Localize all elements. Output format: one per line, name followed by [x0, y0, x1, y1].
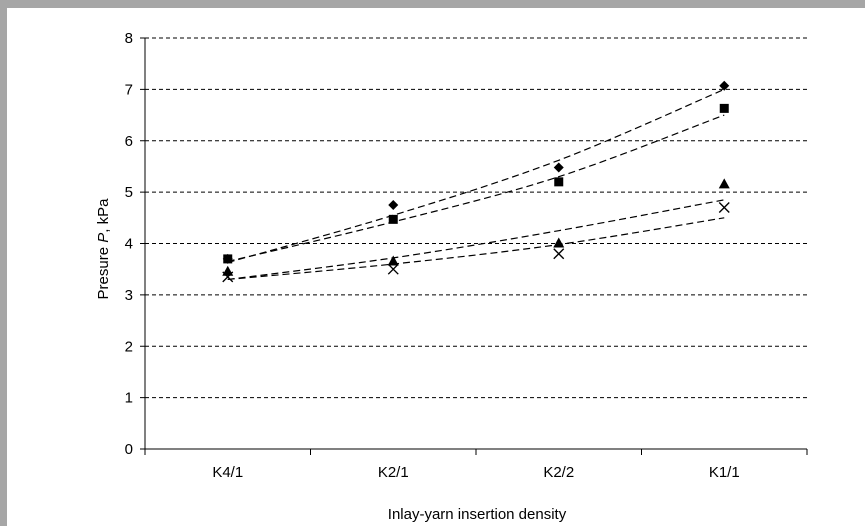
y-tick-label: 1: [125, 390, 133, 407]
data-points: [222, 80, 730, 283]
y-axis-label-variable: P: [95, 233, 112, 243]
x-axis-label: Inlay-yarn insertion density: [388, 506, 567, 523]
y-tick-label: 5: [125, 184, 133, 201]
data-point-triangle: [222, 265, 234, 276]
trend-line-cross: [227, 217, 725, 281]
trend-line-diamond: [227, 88, 725, 264]
y-tick-label: 8: [125, 30, 133, 47]
y-tick-label: 0: [125, 441, 133, 458]
x-tick-label: K1/1: [709, 464, 740, 481]
y-axis-label-suffix: , kPa: [95, 198, 112, 233]
data-point-triangle: [553, 237, 565, 248]
data-point-diamond: [719, 80, 730, 91]
chart-frame: 0 1 2 3 4 5 6 7 8 K4/1 K2/1 K2/2 K1/1 Inlay-yarn in…: [7, 8, 865, 526]
data-point-square: [223, 254, 233, 264]
data-point-cross: [718, 202, 730, 214]
x-tick-label: K2/2: [543, 464, 574, 481]
chart: 0 1 2 3 4 5 6 7 8 K4/1 K2/1 K2/2 K1/1 Inlay-yarn in…: [95, 30, 808, 523]
y-tick-label: 4: [125, 236, 133, 253]
y-tick-label: 6: [125, 133, 133, 150]
data-point-cross: [553, 248, 565, 260]
data-point-square: [554, 177, 564, 187]
data-point-square: [388, 214, 398, 224]
y-tick-label: 7: [125, 81, 133, 98]
data-point-cross: [387, 263, 399, 275]
y-tick-label: 2: [125, 338, 133, 355]
x-tick-label: K4/1: [212, 464, 243, 481]
x-tick-labels: K4/1 K2/1 K2/2 K1/1: [212, 464, 739, 481]
y-tick-labels: 0 1 2 3 4 5 6 7 8: [125, 30, 133, 458]
gridlines: [145, 37, 807, 399]
data-point-cross: [222, 271, 234, 283]
data-point-diamond: [553, 162, 564, 173]
y-tick-label: 3: [125, 287, 133, 304]
data-point-triangle: [718, 178, 730, 189]
trend-line-triangle: [227, 199, 725, 281]
data-point-square: [719, 103, 729, 113]
axes: [140, 37, 808, 455]
data-point-diamond: [388, 199, 399, 210]
trend-lines: [227, 88, 725, 281]
y-axis-label: Presure P, kPa: [95, 198, 112, 300]
data-point-triangle: [387, 255, 399, 266]
y-axis-label-prefix: Presure: [95, 243, 112, 300]
trend-line-square: [227, 114, 725, 263]
x-tick-label: K2/1: [378, 464, 409, 481]
